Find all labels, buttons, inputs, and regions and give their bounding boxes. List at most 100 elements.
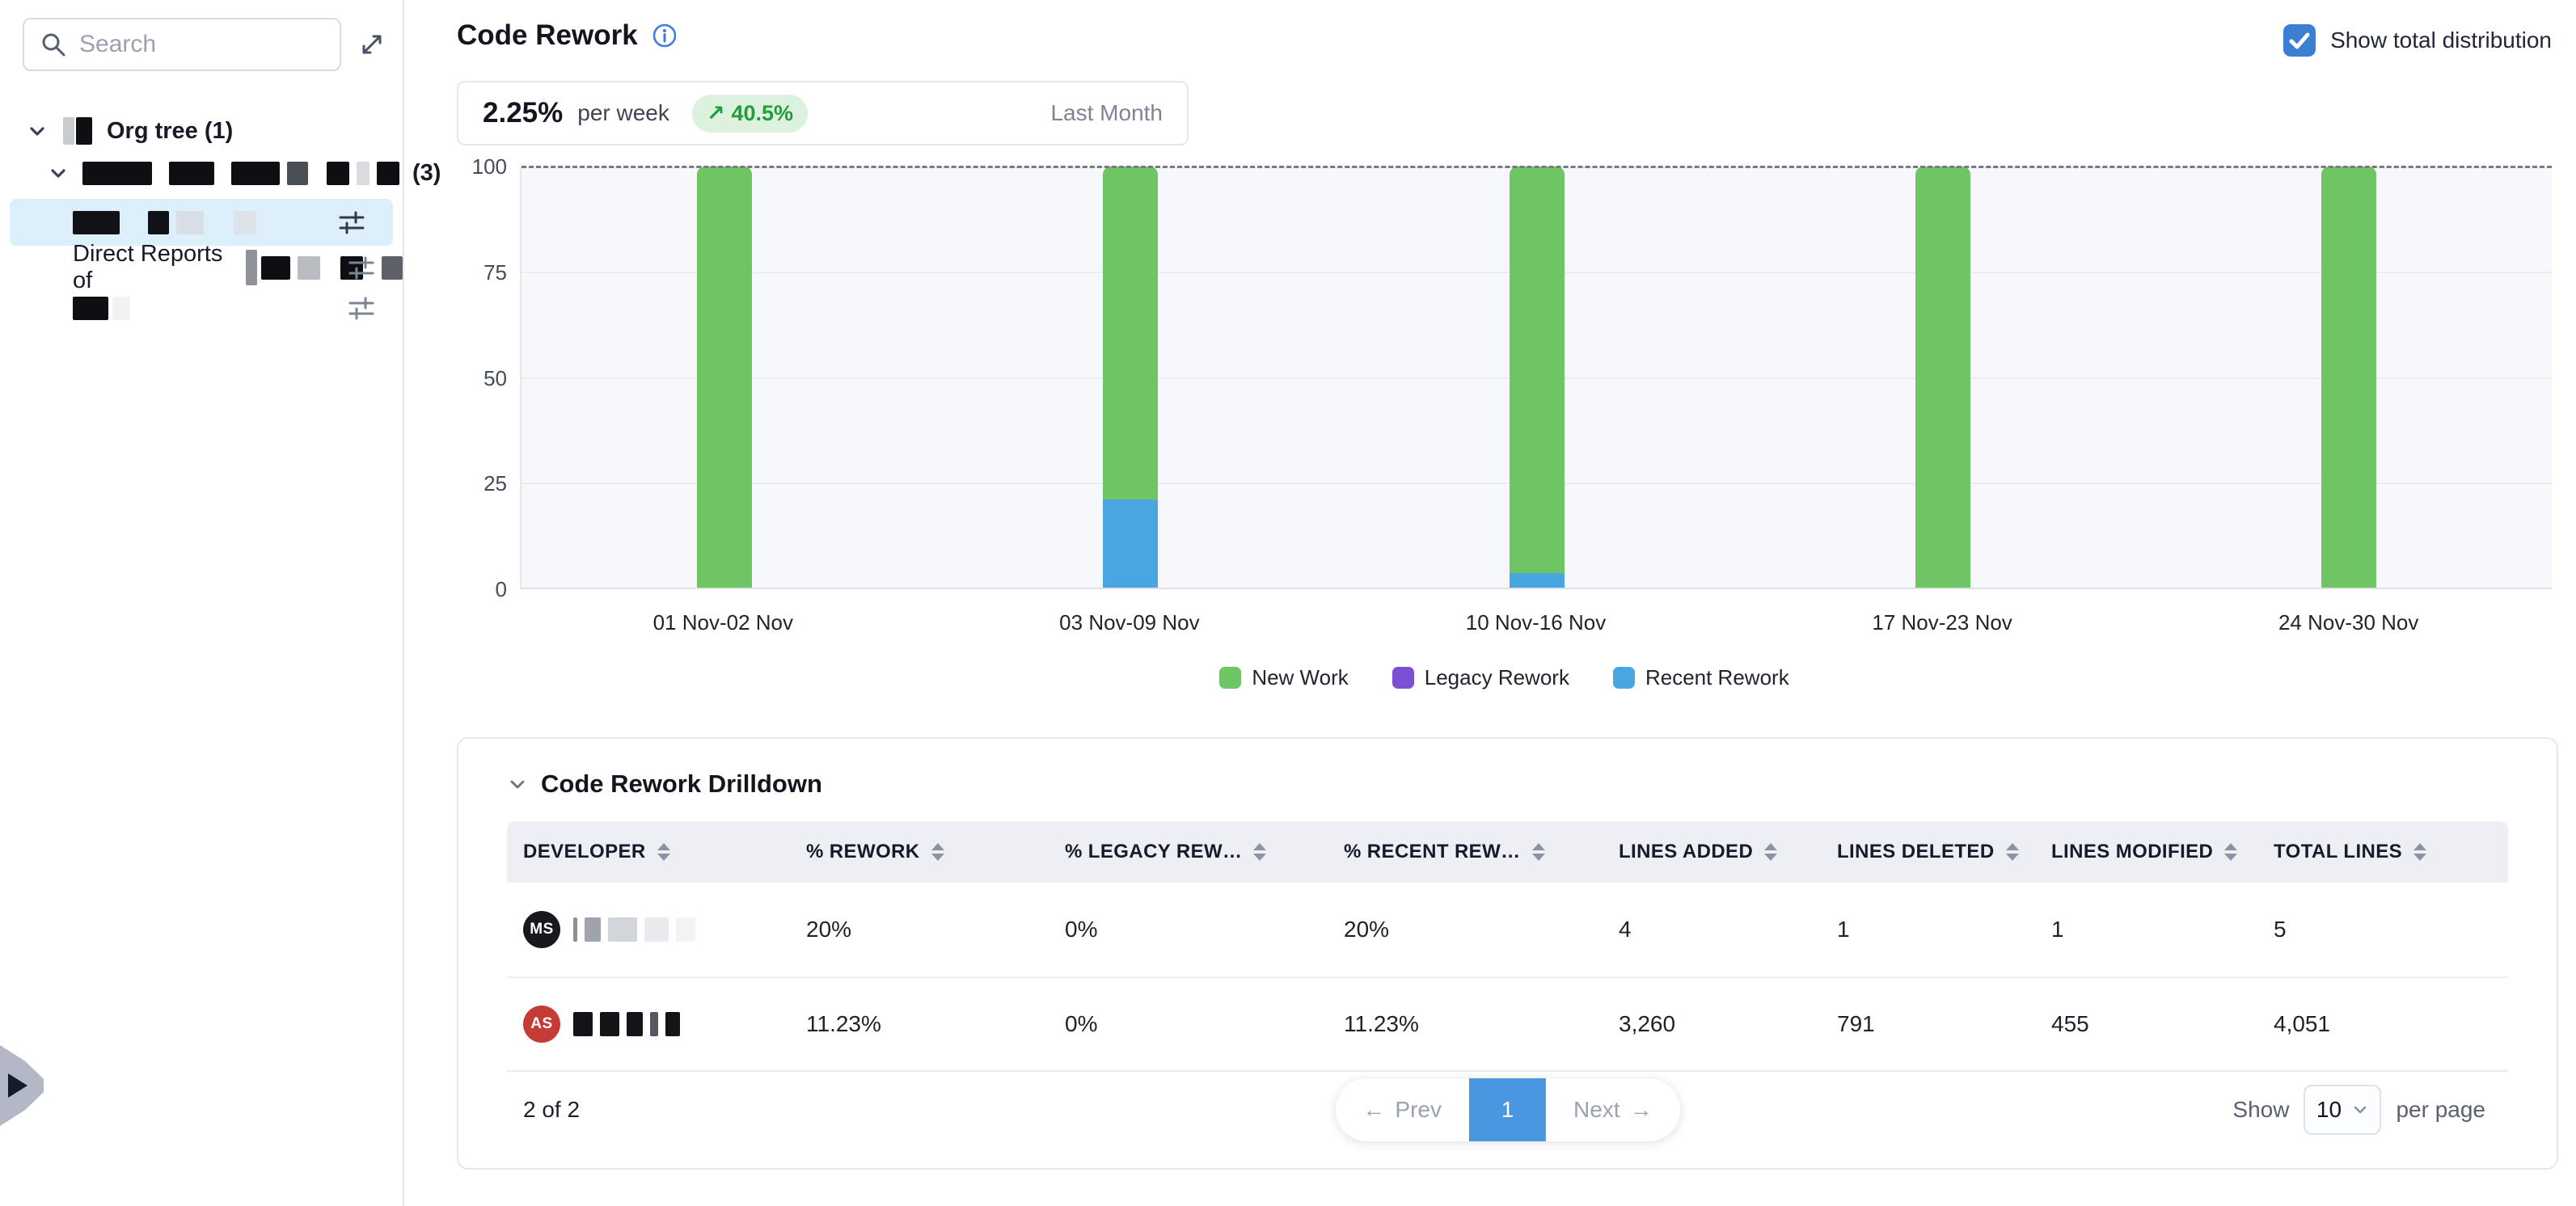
metric-value: 2.25% [483,97,563,129]
table-cell: 0% [1049,1011,1328,1037]
drilldown-title: Code Rework Drilldown [541,770,822,799]
sidebar-collapse-handle[interactable] [0,1045,44,1126]
chevron-down-icon[interactable] [507,774,528,795]
tree-item-direct-reports[interactable]: Direct Reports of [0,247,403,288]
y-tick-label: 25 [484,471,507,495]
table-row[interactable]: MS20%0%20%4115 [507,883,2508,976]
redacted-text [73,297,130,320]
expand-sidebar-icon[interactable] [353,25,391,64]
trend-badge: ↗ 40.5% [692,95,808,133]
search-input[interactable] [79,31,323,58]
page-title: Code Rework [457,19,638,52]
main-content: Code Rework Show total distribution 2.25… [404,0,2576,1206]
bar-segment-new-work[interactable] [1915,167,1970,588]
developer-cell: MS [507,911,790,948]
bar-10 Nov-16 Nov[interactable] [1510,167,1565,588]
bar-segment-recent-rework[interactable] [1103,500,1158,588]
drilldown-card: Code Rework Drilldown Developer% Rework%… [457,737,2558,1170]
pagination: ← Prev 1 Next → [1335,1078,1679,1141]
column-header-legacy-rework[interactable]: % Legacy Rew… [1049,841,1328,863]
bar-17 Nov-23 Nov[interactable] [1915,167,1970,588]
bar-segment-new-work[interactable] [1103,167,1158,500]
table-header-row: Developer% Rework% Legacy Rew…% Recent R… [507,821,2508,883]
bar-segment-new-work[interactable] [1510,167,1565,573]
drilldown-table: Developer% Rework% Legacy Rew…% Recent R… [507,821,2508,1148]
table-cell: 455 [2035,1011,2257,1037]
result-count: 2 of 2 [507,1097,580,1123]
column-header-rework[interactable]: % Rework [790,841,1049,863]
column-header-lines-deleted[interactable]: Lines Deleted [1821,841,2035,863]
column-header-recent-rework[interactable]: % Recent Rew… [1328,841,1603,863]
search-box[interactable] [23,18,341,71]
search-icon [40,32,66,57]
sort-icon [2006,843,2019,861]
x-axis-labels: 01 Nov-02 Nov03 Nov-09 Nov10 Nov-16 Nov1… [520,589,2552,641]
next-page-button[interactable]: Next → [1546,1078,1680,1141]
per-page-label: per page [2396,1097,2485,1123]
table-cell: 0% [1049,917,1328,942]
redacted-text [246,250,403,285]
column-header-developer[interactable]: Developer [507,841,790,863]
filter-settings-icon[interactable] [336,207,367,238]
drilldown-header[interactable]: Code Rework Drilldown [507,770,2508,799]
filter-settings-icon[interactable] [346,252,377,283]
org-tree: Org tree (1) (3) [0,110,403,328]
table-cell: 791 [1821,1011,2035,1037]
tree-item-org-tree[interactable]: Org tree (1) [0,110,403,152]
legend-swatch [1392,667,1414,689]
main-header: Code Rework Show total distribution [457,19,2552,57]
bar-segment-recent-rework[interactable] [1510,573,1565,588]
filter-settings-icon[interactable] [346,293,377,323]
avatar: MS [523,911,560,948]
checkbox-checked-icon[interactable] [2283,24,2316,57]
bar-segment-new-work[interactable] [2321,167,2376,588]
table-cell: 1 [1821,917,2035,942]
legend-item-recent-rework[interactable]: Recent Rework [1613,665,1789,690]
page-size-control: Show 10 per page [2232,1085,2508,1135]
avatar: AS [523,1006,560,1043]
checkbox-label: Show total distribution [2330,27,2552,53]
x-tick-label: 01 Nov-02 Nov [653,610,793,635]
metric-period: Last Month [1050,100,1163,126]
column-header-lines-modified[interactable]: Lines Modified [2035,841,2257,863]
arrow-right-icon: → [1630,1097,1653,1123]
show-label: Show [2232,1097,2289,1123]
column-header-lines-added[interactable]: Lines Added [1603,841,1821,863]
legend-item-legacy-rework[interactable]: Legacy Rework [1392,665,1569,690]
y-tick-label: 50 [484,366,507,390]
developer-cell: AS [507,1006,790,1043]
prev-page-button[interactable]: ← Prev [1335,1078,1469,1141]
tree-item-selected[interactable] [10,199,393,246]
table-cell: 11.23% [790,1011,1049,1037]
sort-icon [1764,843,1777,861]
legend-item-new-work[interactable]: New Work [1219,665,1348,690]
tree-item-other[interactable] [0,288,403,328]
metric-unit: per week [577,100,669,126]
page-size-select[interactable]: 10 [2304,1085,2381,1135]
x-tick-label: 03 Nov-09 Nov [1059,610,1199,635]
trend-up-icon: ↗ [707,101,725,126]
column-header-total-lines[interactable]: Total Lines [2257,841,2508,863]
bar-01 Nov-02 Nov[interactable] [697,167,752,588]
table-row[interactable]: AS11.23%0%11.23%3,2607914554,051 [507,976,2508,1070]
table-cell: 4,051 [2257,1011,2508,1037]
tree-item-group[interactable]: (3) [0,152,403,194]
page-number-active[interactable]: 1 [1469,1078,1546,1141]
bar-segment-new-work[interactable] [697,167,752,588]
show-total-distribution-toggle[interactable]: Show total distribution [2283,24,2552,57]
y-tick-label: 75 [484,260,507,285]
sort-icon [931,843,944,861]
x-tick-label: 10 Nov-16 Nov [1466,610,1606,635]
bar-03 Nov-09 Nov[interactable] [1103,167,1158,588]
bar-24 Nov-30 Nov[interactable] [2321,167,2376,588]
tree-item-label: Direct Reports of [73,241,239,294]
info-icon[interactable] [651,22,678,49]
trend-delta: 40.5% [732,101,794,126]
table-cell: 5 [2257,917,2508,942]
chevron-down-icon[interactable] [26,120,49,142]
legend-swatch [1613,667,1635,689]
chevron-down-icon[interactable] [47,162,70,184]
x-tick-label: 24 Nov-30 Nov [2278,610,2418,635]
table-cell: 3,260 [1603,1011,1821,1037]
redacted-text [573,1012,680,1036]
